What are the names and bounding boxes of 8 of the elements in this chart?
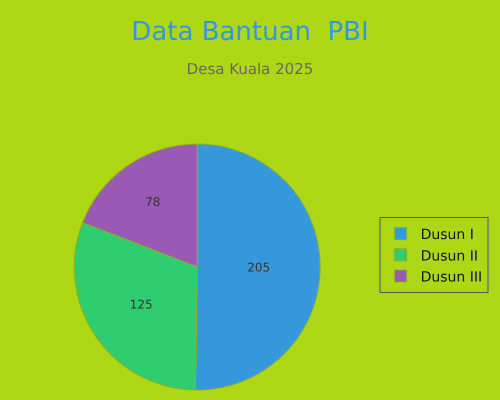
data-label: 205	[247, 260, 270, 274]
data-label: 125	[130, 298, 153, 312]
chart-subtitle: Desa Kuala 2025	[186, 60, 314, 78]
legend-label: Dusun III	[420, 269, 482, 286]
legend-label: Dusun II	[420, 248, 478, 264]
data-label: 78	[145, 195, 160, 210]
chart-title: Data Bantuan PBI	[131, 17, 369, 47]
legend-label: Dusun I	[420, 227, 474, 244]
